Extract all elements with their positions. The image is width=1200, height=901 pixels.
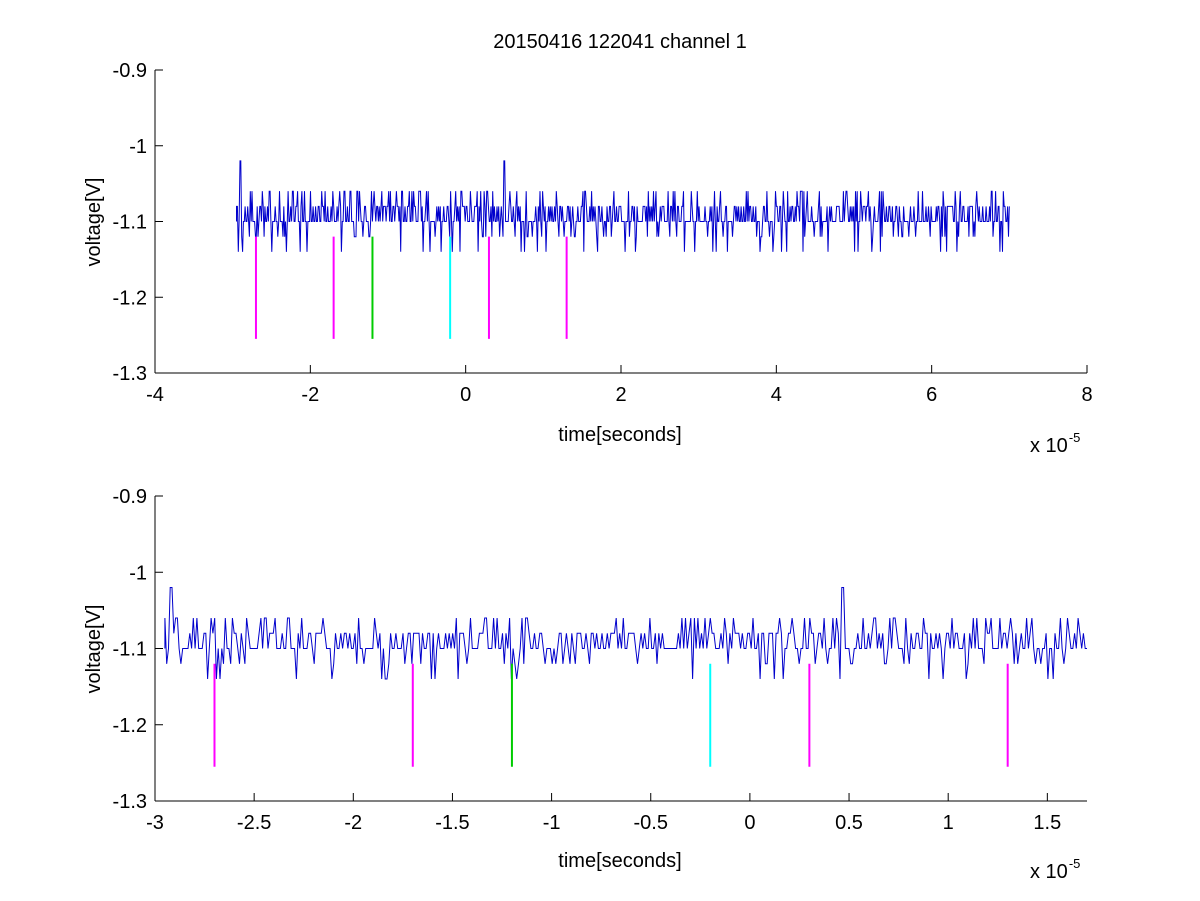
event-markers [254,236,568,339]
x-tick-label: 2 [615,384,626,406]
y-tick-label: -0.9 [113,60,147,82]
y-tick-label: -1.1 [113,639,147,661]
x-tick-label: -4 [146,384,164,406]
x-multiplier-base: x 10 [1030,861,1068,883]
x-tick-label: 4 [771,384,782,406]
x-tick-label: 0 [744,812,755,834]
x-axis-label: time[seconds] [558,850,681,872]
signal-line [164,587,1087,680]
y-tick-label: -1 [129,562,147,584]
event-markers [213,663,1009,767]
x-multiplier-base: x 10 [1030,435,1068,457]
subplot-bottom: -3 -2.5 -2 -1.5 -1 -0.5 0 0.5 1 1.5 -1.3-1.2-1.1-… [83,486,1087,883]
y-tick-label: -0.9 [113,486,147,508]
x-ticks: -4 -2 0 2 4 6 8 [146,365,1093,406]
x-multiplier: x 10-5 [1030,430,1080,457]
subplot-top: -4 -2 0 2 4 6 8 -1.3 -1.2 -1.1 -1 -0.9 time[second… [83,60,1093,457]
x-tick-label: 0.5 [835,812,863,834]
x-tick-label: 1.5 [1033,812,1061,834]
x-tick-label: 6 [926,384,937,406]
x-tick-label: -3 [146,812,164,834]
x-tick-label: 1 [943,812,954,834]
x-multiplier-exponent: -5 [1069,856,1081,871]
signal-line [236,160,1010,252]
x-multiplier-exponent: -5 [1069,430,1081,445]
y-tick-label: -1 [129,136,147,158]
y-axis-label: voltage[V] [83,605,105,694]
y-tick-label: -1.1 [113,212,147,234]
x-tick-label: -2.5 [237,812,271,834]
x-axis-label: time[seconds] [558,424,681,446]
x-tick-label: -2 [344,812,362,834]
x-ticks: -3 -2.5 -2 -1.5 -1 -0.5 0 0.5 1 1.5 [146,793,1061,834]
x-tick-label: 8 [1081,384,1092,406]
x-tick-label: -1 [543,812,561,834]
x-multiplier: x 10-5 [1030,856,1080,883]
y-tick-label: -1.3 [113,363,147,385]
y-tick-label: -1.2 [113,715,147,737]
y-axis-label: voltage[V] [83,178,105,267]
x-tick-label: 0 [460,384,471,406]
x-tick-label: -0.5 [634,812,668,834]
y-tick-label: -1.3 [113,791,147,813]
figure-title: 20150416 122041 channel 1 [493,31,747,53]
y-ticks: -1.3 -1.2 -1.1 -1 -0.9 [113,486,163,813]
y-ticks: -1.3 -1.2 -1.1 -1 -0.9 [113,60,163,385]
x-tick-label: -2 [301,384,319,406]
y-tick-label: -1.2 [113,287,147,309]
x-tick-label: -1.5 [435,812,469,834]
